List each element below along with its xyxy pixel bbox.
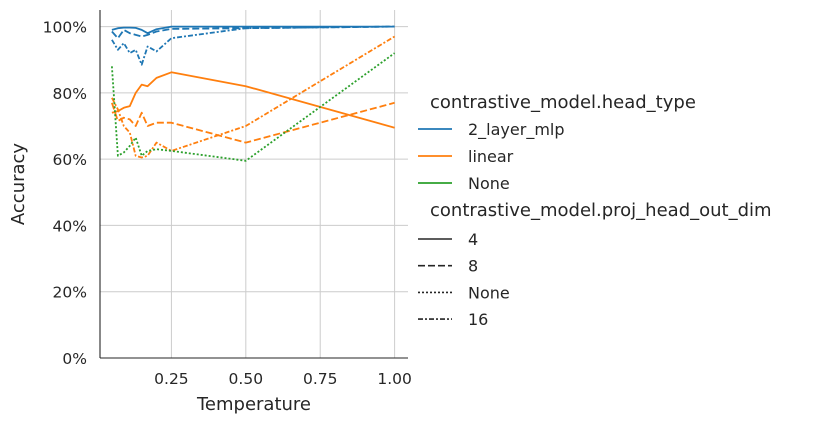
- series-line-linear-16: [111, 35, 396, 159]
- legend: contrastive_model.head_type 2_layer_mlpl…: [418, 92, 772, 329]
- series-lines: [111, 25, 396, 162]
- legend-hue-title: contrastive_model.head_type: [430, 92, 696, 113]
- x-tick-label: 0.50: [229, 370, 264, 388]
- legend-hue-label: None: [468, 174, 510, 193]
- legend-style-label: None: [468, 283, 510, 302]
- y-tick-label: 0%: [62, 350, 87, 368]
- series-line-linear-8: [111, 101, 395, 144]
- y-tick-label: 100%: [43, 19, 87, 37]
- legend-style-title: contrastive_model.proj_head_out_dim: [430, 200, 772, 221]
- legend-hue-label: 2_layer_mlp: [468, 120, 565, 140]
- y-tick-label: 20%: [53, 284, 87, 302]
- legend-style-label: 16: [468, 310, 488, 329]
- legend-style-label: 8: [468, 257, 478, 276]
- series-line-linear-4: [111, 71, 395, 129]
- x-tick-label: 0.25: [154, 370, 189, 388]
- axes: [99, 10, 408, 359]
- x-tick-label: 1.00: [377, 370, 412, 388]
- legend-style-label: 4: [468, 230, 478, 249]
- x-axis-label: Temperature: [196, 394, 311, 415]
- legend-hue-label: linear: [468, 147, 514, 166]
- y-tick-labels: 0% 20% 40% 60% 80% 100%: [43, 19, 87, 368]
- series-line-2_layer_mlp-8: [111, 25, 395, 40]
- x-tick-label: 0.75: [303, 370, 338, 388]
- grid: [100, 10, 408, 359]
- x-tick-labels: 0.25 0.50 0.75 1.00: [154, 370, 412, 388]
- y-tick-label: 60%: [53, 151, 87, 169]
- series-line-2_layer_mlp-4: [111, 25, 395, 35]
- series-line-2_layer_mlp-16: [111, 25, 395, 66]
- y-tick-label: 80%: [53, 85, 87, 103]
- y-axis-label: Accuracy: [8, 143, 29, 226]
- y-tick-label: 40%: [53, 217, 87, 235]
